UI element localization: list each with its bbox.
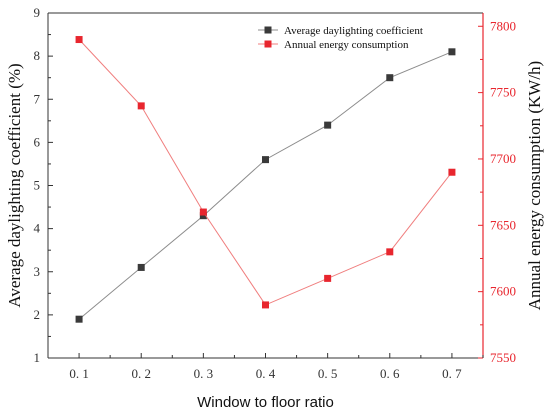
left-axis-title: Average daylighting coefficient (%) — [5, 63, 24, 307]
energy-data-point — [448, 168, 456, 176]
daylighting-data-point — [75, 315, 83, 323]
axes: 1 2 3 4 5 6 7 8 9 7550 7600 7650 7700 7750 7800 0. 1 0. … — [5, 5, 544, 411]
right-axis-title: Annual energy consumption (KW/h) — [525, 61, 544, 310]
daylighting-data-point — [324, 121, 332, 129]
bottom-tick-label: 0. 1 — [69, 366, 89, 381]
right-tick-label: 7650 — [490, 217, 516, 232]
left-tick-label: 9 — [34, 5, 41, 20]
bottom-tick-label: 0. 7 — [442, 366, 462, 381]
left-tick-label: 8 — [34, 48, 41, 63]
energy-data-point — [199, 208, 207, 216]
energy-data-point — [75, 36, 83, 44]
energy-data-point — [386, 248, 394, 256]
series-layer — [75, 36, 456, 323]
legend-label-energy: Annual energy consumption — [284, 39, 409, 51]
bottom-tick-label: 0. 6 — [380, 366, 400, 381]
right-tick-label: 7800 — [490, 18, 516, 33]
left-tick-label: 7 — [34, 91, 41, 106]
left-tick-label: 3 — [34, 264, 41, 279]
left-tick-label: 4 — [34, 221, 41, 236]
left-tick-label: 6 — [34, 134, 41, 149]
daylighting-data-point — [199, 212, 207, 220]
legend-marker-energy — [264, 40, 272, 48]
daylighting-data-point — [137, 263, 145, 271]
bottom-tick-label: 0. 3 — [194, 366, 214, 381]
left-tick-label: 2 — [34, 307, 41, 322]
bottom-tick-label: 0. 4 — [256, 366, 276, 381]
left-tick-label: 5 — [34, 178, 41, 193]
right-tick-label: 7600 — [490, 284, 516, 299]
legend: Average daylighting coefficient Annual en… — [258, 25, 423, 51]
daylighting-data-point — [386, 74, 394, 82]
energy-data-point — [324, 274, 332, 282]
right-tick-label: 7700 — [490, 151, 516, 166]
bottom-tick-label: 0. 2 — [131, 366, 151, 381]
right-tick-label: 7550 — [490, 350, 516, 365]
energy-data-point — [137, 102, 145, 110]
energy-series-line — [78, 39, 453, 306]
left-tick-label: 1 — [34, 350, 41, 365]
daylighting-data-point — [448, 48, 456, 56]
energy-data-point — [262, 301, 269, 309]
legend-label-daylighting: Average daylighting coefficient — [284, 25, 423, 37]
bottom-tick-label: 0. 5 — [318, 366, 338, 381]
right-tick-label: 7750 — [490, 85, 516, 100]
daylighting-data-point — [262, 156, 269, 164]
daylighting-series-line — [78, 51, 453, 320]
legend-marker-daylighting — [264, 26, 272, 34]
bottom-axis-title: Window to floor ratio — [197, 394, 334, 411]
